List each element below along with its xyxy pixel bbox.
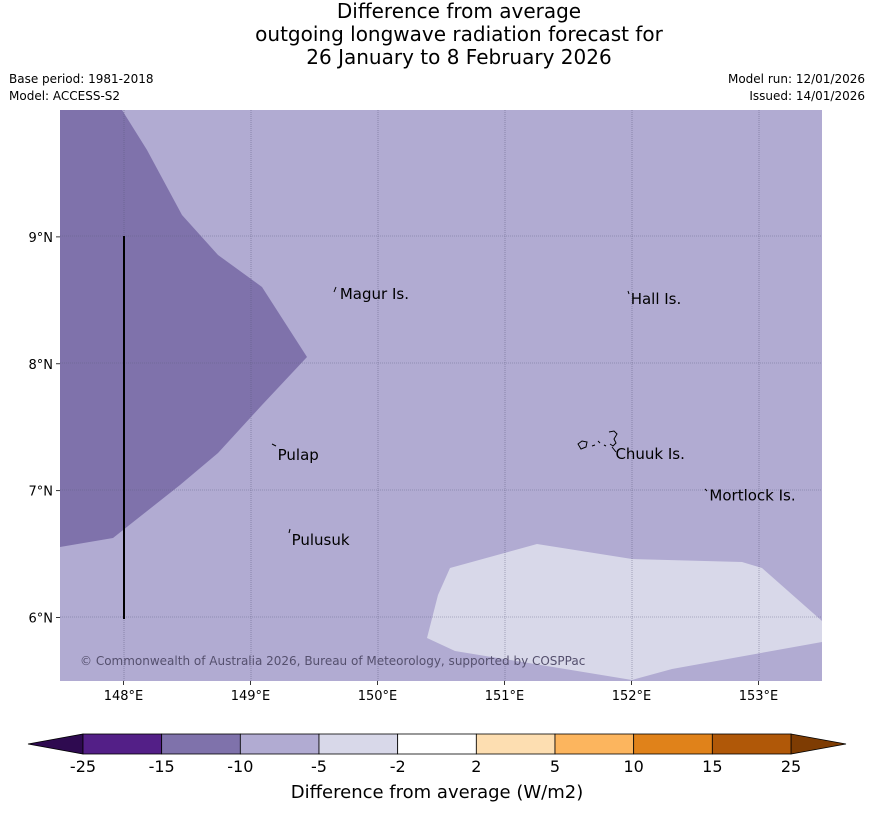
lat-tick-label: 7°N	[29, 485, 54, 500]
colorbar-bin	[475, 733, 556, 755]
place-label-pulap: Pulap	[278, 446, 319, 464]
map-area: Magur Is. Hall Is. Pulap Chuuk Is. Mortlock …	[60, 110, 822, 681]
colorbar-bin	[397, 733, 477, 755]
model-name: Model: ACCESS-S2	[9, 89, 121, 103]
chart-title: Difference from average outgoing longwav…	[0, 0, 873, 69]
lon-tick-label: 152°E	[612, 689, 652, 704]
colorbar: -25 -15 -10 -5 -2 2 5 10 15 25 Difference from av…	[27, 733, 847, 803]
hall-island-outline	[627, 290, 630, 295]
lat-tick-label: 9°N	[29, 231, 54, 246]
lon-tick-label: 151°E	[485, 689, 525, 704]
longitude-ticks: 148°E 149°E 150°E 151°E 152°E 153°E	[104, 681, 779, 704]
lat-tick-label: 8°N	[29, 358, 54, 373]
colorbar-boundary-label: 10	[623, 757, 643, 776]
pulusuk-island-outline	[288, 528, 291, 534]
colorbar-boundary-label: -2	[390, 757, 406, 776]
colorbar-boundary-label: -25	[70, 757, 96, 776]
place-label-magur-is: Magur Is.	[340, 285, 409, 303]
colorbar-bin	[82, 733, 163, 755]
colorbar-bin	[554, 733, 635, 755]
colorbar-bins	[82, 733, 792, 755]
colorbar-bin	[633, 733, 713, 755]
colorbar-bin	[318, 733, 399, 755]
latitude-ticks: 9°N 8°N 7°N 6°N	[29, 231, 60, 627]
lon-tick-label: 148°E	[104, 689, 144, 704]
place-label-chuuk-is: Chuuk Is.	[615, 445, 684, 463]
colorbar-labels: -25 -15 -10 -5 -2 2 5 10 15 25	[70, 757, 801, 776]
lon-tick-label: 153°E	[739, 689, 779, 704]
base-period: Base period: 1981-2018	[9, 72, 154, 86]
colorbar-boundary-label: -10	[227, 757, 253, 776]
mortlock-island-outline	[704, 488, 708, 492]
colorbar-bin	[239, 733, 320, 755]
colorbar-boundary-label: -15	[149, 757, 175, 776]
colorbar-boundary-label: 15	[702, 757, 722, 776]
model-run: Model run: 12/01/2026	[727, 72, 865, 86]
island-outlines	[271, 286, 708, 534]
colorbar-boundary-label: 5	[550, 757, 560, 776]
lat-tick-label: 6°N	[29, 612, 54, 627]
place-labels: Magur Is. Hall Is. Pulap Chuuk Is. Mortlock …	[278, 285, 796, 549]
title-line-1: Difference from average	[336, 0, 582, 23]
lon-tick-label: 149°E	[231, 689, 271, 704]
colorbar-bin	[711, 733, 792, 755]
colorbar-extend-high	[790, 733, 847, 755]
strong-negative-region	[60, 110, 307, 547]
weak-negative-region	[427, 544, 822, 680]
colorbar-boundary-label: 25	[781, 757, 801, 776]
colorbar-boundary-label: -5	[311, 757, 327, 776]
magur-island-outline	[333, 286, 337, 293]
meta-right: Model run: 12/01/2026 Issued: 14/01/2026	[728, 71, 865, 105]
place-label-mortlock-is: Mortlock Is.	[709, 487, 795, 505]
chuuk-lagoon-outline	[577, 430, 618, 453]
colorbar-boundary-label: 2	[471, 757, 481, 776]
pulap-island-outline	[271, 443, 277, 447]
lon-tick-label: 150°E	[358, 689, 398, 704]
colorbar-extend-low	[27, 733, 84, 755]
place-label-pulusuk: Pulusuk	[292, 531, 350, 549]
title-line-2: outgoing longwave radiation forecast for	[255, 22, 663, 46]
place-label-hall-is: Hall Is.	[631, 290, 682, 308]
copyright-notice: © Commonwealth of Australia 2026, Bureau…	[80, 654, 585, 668]
issued-date: Issued: 14/01/2026	[749, 89, 865, 103]
title-line-3: 26 January to 8 February 2026	[306, 45, 612, 69]
colorbar-bin	[161, 733, 241, 755]
meta-left: Base period: 1981-2018 Model: ACCESS-S2	[9, 71, 154, 105]
graticule	[60, 110, 822, 681]
colorbar-title: Difference from average (W/m2)	[291, 782, 583, 803]
